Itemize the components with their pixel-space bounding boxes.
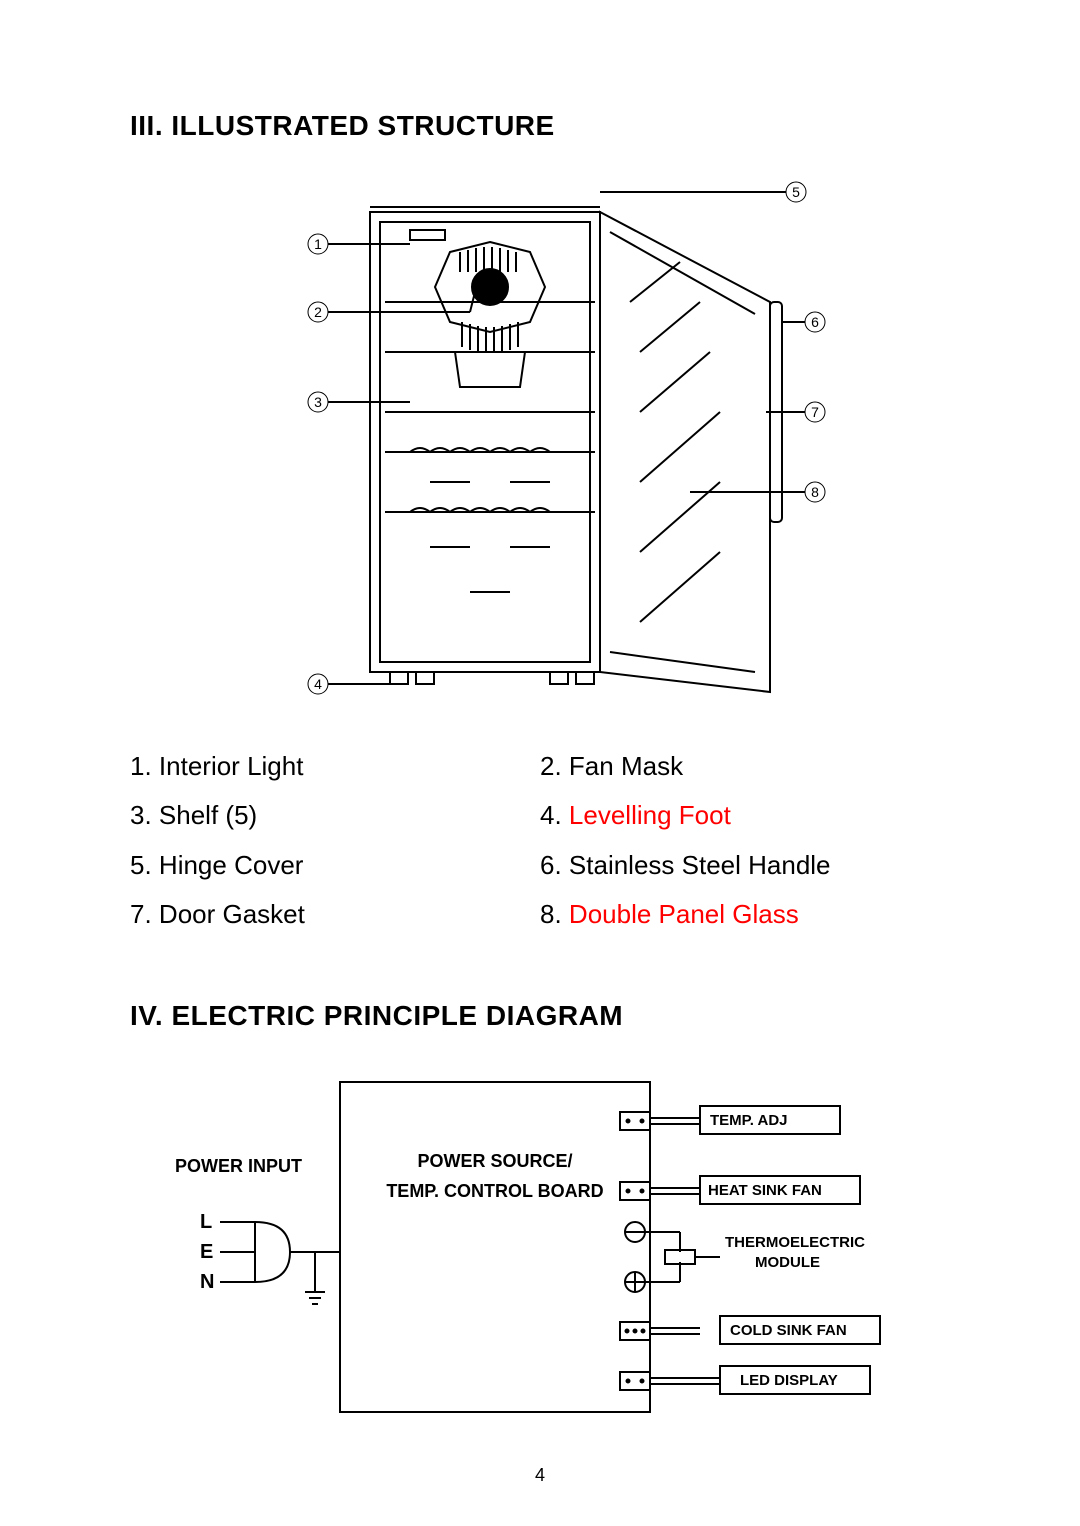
callout-7: 7: [805, 402, 825, 422]
callout-5: 5: [786, 182, 806, 202]
callout-3: 3: [308, 392, 328, 412]
electric-diagram: POWER INPUT L E N POWER SOURCE/ TEMP. CO…: [160, 1062, 920, 1462]
page-number: 4: [0, 1465, 1080, 1486]
label-temp-adj: TEMP. ADJ: [710, 1112, 788, 1129]
label-power-input: POWER INPUT: [175, 1156, 302, 1176]
label-N: N: [200, 1271, 214, 1293]
label-center-1: POWER SOURCE/: [417, 1151, 572, 1171]
svg-text:7: 7: [811, 404, 819, 420]
callout-1: 1: [308, 234, 328, 254]
section-heading-1: III. ILLUSTRATED STRUCTURE: [130, 110, 950, 142]
svg-text:3: 3: [314, 394, 322, 410]
legend-item-2: 2. Fan Mask: [540, 742, 950, 791]
svg-text:2: 2: [314, 304, 322, 320]
legend-item-4: 4. Levelling Foot: [540, 791, 950, 840]
label-led: LED DISPLAY: [740, 1372, 838, 1389]
label-E: E: [200, 1241, 213, 1263]
svg-text:5: 5: [792, 184, 800, 200]
label-thermo-1: THERMOELECTRIC: [725, 1234, 865, 1251]
legend-item-8: 8. Double Panel Glass: [540, 890, 950, 939]
label-L: L: [200, 1211, 212, 1233]
section-heading-2: IV. ELECTRIC PRINCIPLE DIAGRAM: [130, 1000, 950, 1032]
label-heat-sink: HEAT SINK FAN: [708, 1182, 822, 1199]
svg-text:4: 4: [314, 676, 322, 692]
callout-6: 6: [805, 312, 825, 332]
callout-8: 8: [805, 482, 825, 502]
callout-4: 4: [308, 674, 328, 694]
callout-2: 2: [308, 302, 328, 322]
legend-item-3: 3. Shelf (5): [130, 791, 540, 840]
legend-item-6: 6. Stainless Steel Handle: [540, 841, 950, 890]
structure-diagram: 1 2 3 4 5 6 7 8: [210, 152, 830, 712]
legend-item-5: 5. Hinge Cover: [130, 841, 540, 890]
svg-text:1: 1: [314, 236, 322, 252]
label-center-2: TEMP. CONTROL BOARD: [386, 1181, 603, 1201]
legend-item-1: 1. Interior Light: [130, 742, 540, 791]
label-thermo-2: MODULE: [755, 1254, 820, 1271]
svg-text:6: 6: [811, 314, 819, 330]
svg-text:8: 8: [811, 484, 819, 500]
legend-item-7: 7. Door Gasket: [130, 890, 540, 939]
legend: 1. Interior Light 2. Fan Mask 3. Shelf (…: [130, 742, 950, 940]
label-cold-sink: COLD SINK FAN: [730, 1322, 847, 1339]
